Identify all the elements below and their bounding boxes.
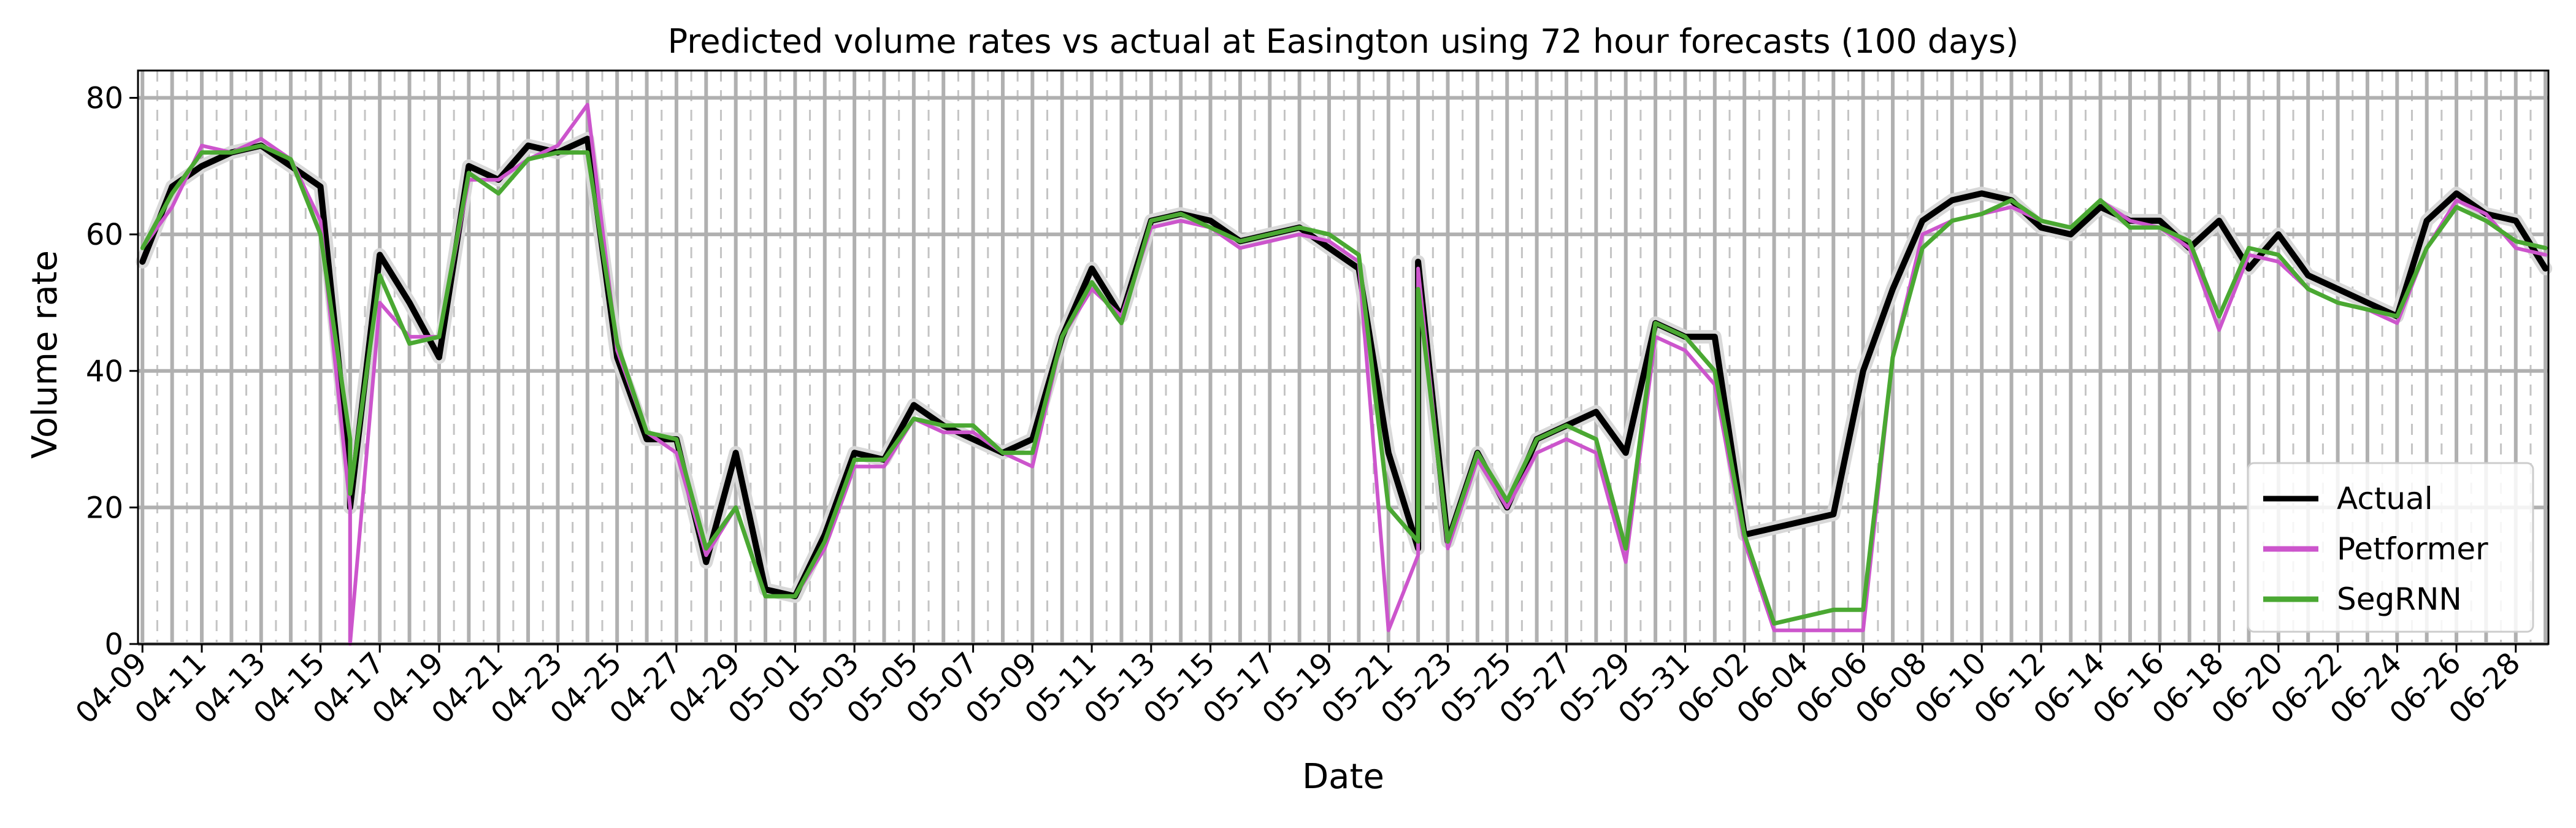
legend: Actual Petformer SegRNN — [2247, 462, 2534, 633]
y-tick-label: 40 — [86, 355, 123, 389]
legend-label-actual: Actual — [2337, 481, 2433, 516]
y-tick-label: 60 — [86, 218, 123, 252]
grid-layer — [138, 71, 2548, 646]
legend-label-segrnn: SegRNN — [2337, 581, 2462, 617]
y-tick-label: 0 — [104, 627, 123, 662]
y-tick-label: 80 — [86, 82, 123, 116]
series-line-segrnn — [140, 143, 2548, 626]
x-axis-label: Date — [1302, 757, 1384, 797]
legend-box — [2247, 462, 2534, 633]
series-layer — [136, 102, 2553, 646]
y-tick-label: 20 — [86, 491, 123, 525]
legend-label-petformer: Petformer — [2337, 531, 2488, 567]
y-axis-label: Volume rate — [25, 250, 65, 459]
plot-frame — [137, 69, 2550, 645]
chart-title: Predicted volume rates vs actual at Easi… — [668, 22, 2019, 61]
